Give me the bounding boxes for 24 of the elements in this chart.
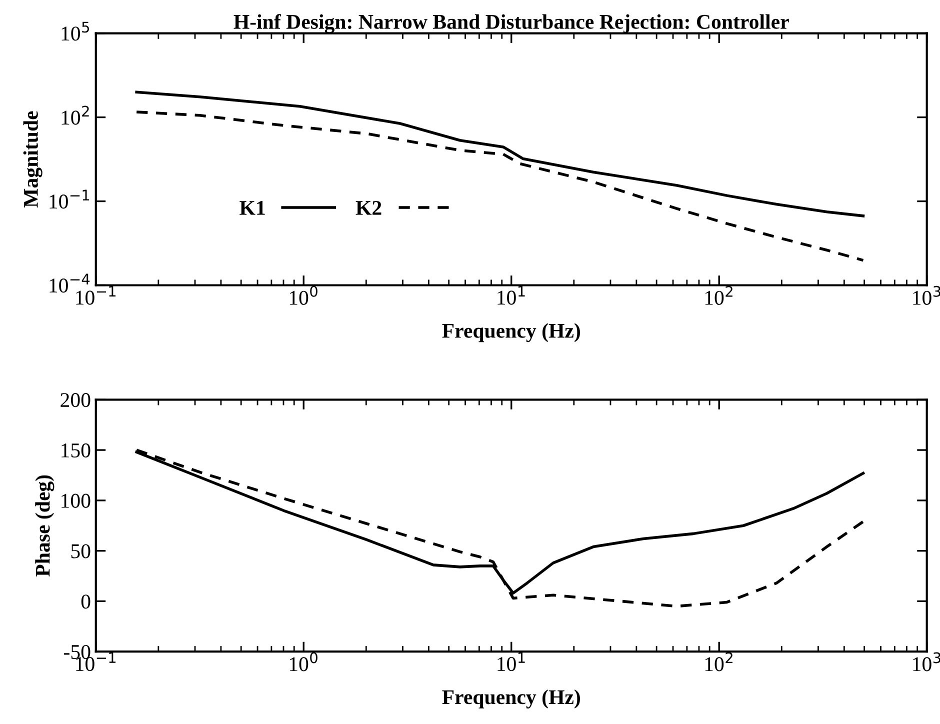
x-tick-label: 10$^{2}$: [705, 286, 732, 305]
y-tick-label: 0: [81, 594, 90, 609]
x-tick-label: 10$^{0}$: [290, 286, 318, 305]
y-tick-label: 10$^{5}$: [62, 22, 90, 41]
chart-title: H-inf Design: Narrow Band Disturbance Rejection: Controller: [234, 14, 789, 34]
x-tick-label: 10$^{1}$: [498, 652, 525, 672]
x-tick-label: 10$^{1}$: [498, 286, 525, 305]
y-tick-label: 150: [62, 443, 90, 458]
legend-label: K2: [356, 200, 382, 215]
y-axis-title: Phase (deg): [35, 475, 54, 576]
x-tick-label: 10$^{2}$: [705, 652, 732, 672]
x-tick-label: 10$^{0}$: [290, 652, 318, 672]
x-axis-title: Frequency (Hz): [442, 690, 580, 708]
y-tick-label: -50: [64, 644, 90, 660]
y-tick-label: 10$^{−1}$: [50, 190, 90, 209]
legend-label: K1: [240, 200, 265, 215]
x-tick-label: 10$^{3}$: [913, 652, 940, 672]
x-axis-title: Frequency (Hz): [442, 323, 580, 342]
y-tick-label: 10$^{2}$: [62, 106, 89, 125]
y-tick-label: 200: [60, 393, 90, 408]
y-tick-label: 50: [71, 544, 90, 558]
x-tick-label: 10$^{3}$: [913, 286, 940, 305]
y-axis-title: Magnitude: [23, 111, 42, 208]
y-tick-label: 100: [62, 494, 90, 508]
